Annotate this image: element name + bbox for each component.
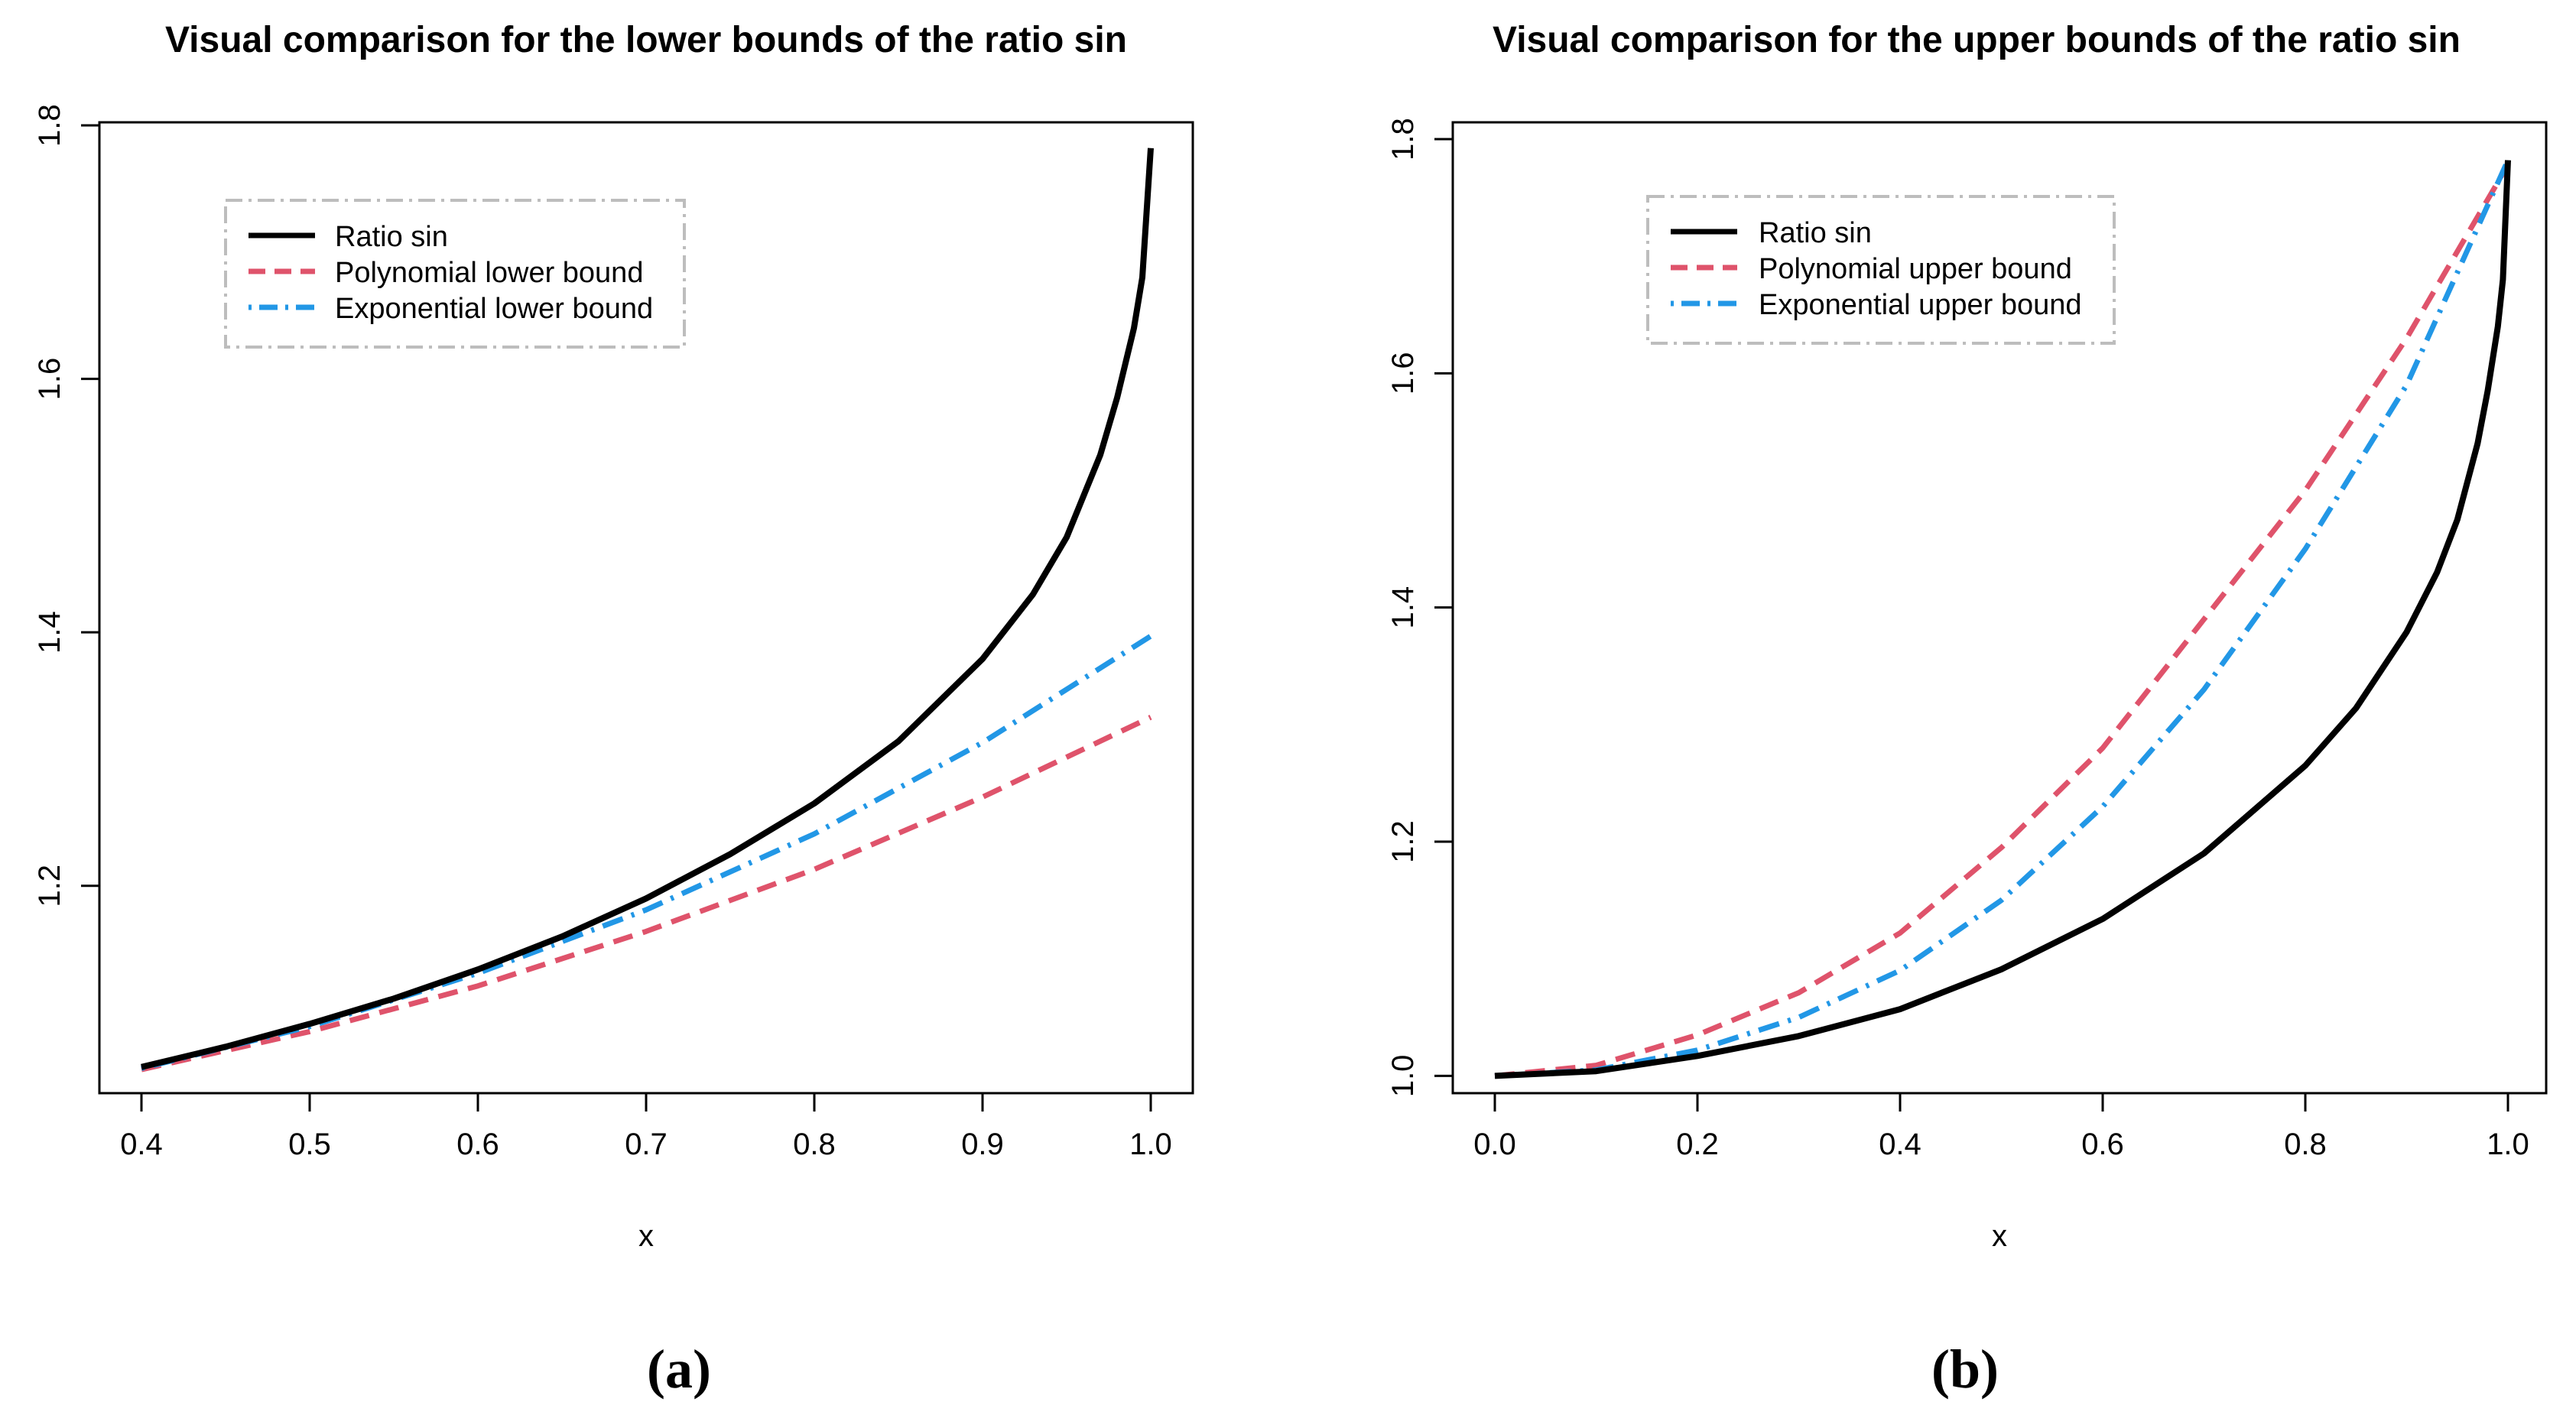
chart-b-y-tick-label-0: 1.0 <box>1386 1055 1420 1098</box>
chart-a-x-tick-label-0: 0.4 <box>120 1128 163 1161</box>
chart-a-legend: Ratio sin Polynomial lower bound Exponen… <box>224 199 686 349</box>
chart-b-y-axis: 1.0 1.2 1.4 1.6 1.8 <box>1386 118 1453 1097</box>
chart-a-y-tick-label-3: 1.8 <box>33 104 67 147</box>
chart-b-y-tick-label-3: 1.6 <box>1386 352 1420 395</box>
chart-a-x-tick-label-3: 0.7 <box>625 1128 668 1161</box>
chart-a-y-tick-label-2: 1.6 <box>33 358 67 401</box>
chart-b-series <box>1494 159 2511 1079</box>
chart-b-x-axis: 0.0 0.2 0.4 0.6 0.8 1.0 <box>1473 1093 2529 1161</box>
chart-b-x-tick-label-0: 0.0 <box>1473 1128 1516 1161</box>
chart-b-legend: Ratio sin Polynomial upper bound Exponen… <box>1646 195 2116 345</box>
chart-a-series-2-line <box>141 634 1152 1071</box>
chart-a-x-tick-label-2: 0.6 <box>456 1128 499 1161</box>
chart-b-x-label: x <box>1992 1219 2007 1253</box>
chart-a-title: Visual comparison for the lower bounds o… <box>165 20 1127 60</box>
legend-b-label-1: Polynomial upper bound <box>1759 253 2072 285</box>
legend-a-label-0: Ratio sin <box>335 221 448 253</box>
chart-b-x-tick-label-4: 0.8 <box>2284 1128 2327 1161</box>
chart-b-y-tick-label-1: 1.2 <box>1386 820 1420 863</box>
chart-a-y-axis: 1.2 1.4 1.6 1.8 <box>33 104 99 907</box>
chart-a-series-0-line <box>141 148 1154 1070</box>
chart-b-x-tick-label-2: 0.4 <box>1879 1128 1921 1161</box>
chart-a-y-tick-label-1: 1.4 <box>33 611 67 654</box>
chart-b-x-tick-label-1: 0.2 <box>1676 1128 1719 1161</box>
chart-a-series <box>141 148 1154 1073</box>
chart-b-caption: (b) <box>1931 1339 1999 1400</box>
panel-b: Visual comparison for the upper bounds o… <box>1386 20 2548 1400</box>
chart-a-x-label: x <box>638 1219 654 1253</box>
chart-b-caption-text: (b) <box>1931 1339 1999 1400</box>
chart-b-y-tick-label-2: 1.4 <box>1386 586 1420 629</box>
chart-b-x-tick-label-3: 0.6 <box>2081 1128 2124 1161</box>
chart-b-series-0-line <box>1494 160 2511 1079</box>
chart-a-x-axis: 0.4 0.5 0.6 0.7 0.8 0.9 1.0 <box>120 1093 1172 1161</box>
chart-b-x-tick-label-5: 1.0 <box>2487 1128 2529 1161</box>
legend-b-label-2: Exponential upper bound <box>1759 289 2082 321</box>
chart-a-caption-text: (a) <box>647 1339 711 1400</box>
chart-b-series-2-line <box>1494 159 2511 1079</box>
panel-a: Visual comparison for the lower bounds o… <box>33 20 1194 1400</box>
chart-a-x-tick-label-5: 0.9 <box>961 1128 1004 1161</box>
chart-a-x-tick-label-4: 0.8 <box>793 1128 836 1161</box>
legend-a-label-2: Exponential lower bound <box>335 293 653 325</box>
chart-b-series-1-line <box>1494 163 2511 1079</box>
chart-a-x-tick-label-1: 0.5 <box>288 1128 331 1161</box>
chart-b-y-tick-label-4: 1.8 <box>1386 118 1420 161</box>
chart-a-caption: (a) <box>647 1339 711 1400</box>
legend-b-label-0: Ratio sin <box>1759 217 1872 249</box>
legend-a-label-1: Polynomial lower bound <box>335 257 643 289</box>
chart-b-title: Visual comparison for the upper bounds o… <box>1493 20 2461 60</box>
chart-a-series-1-line <box>141 715 1152 1073</box>
chart-a-y-tick-label-0: 1.2 <box>33 865 67 907</box>
chart-a-x-tick-label-6: 1.0 <box>1129 1128 1172 1161</box>
